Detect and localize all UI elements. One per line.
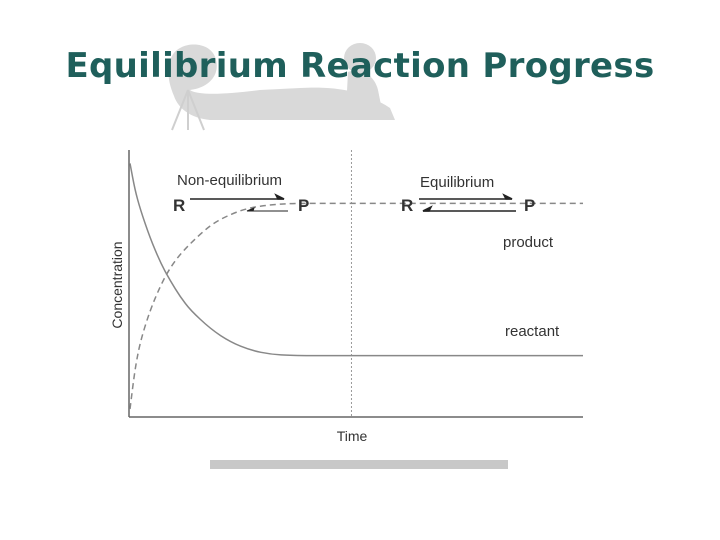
annotation-non-equilibrium: Non-equilibrium	[177, 172, 282, 189]
scrollbar-thumb[interactable]	[210, 460, 508, 469]
arrow-forward-long-icon	[190, 193, 285, 200]
background-decoration-icon	[168, 43, 395, 131]
annotation-equilibrium: Equilibrium	[420, 174, 494, 191]
series-label-product: product	[503, 234, 554, 251]
annotation-non-equilibrium-p: P	[298, 196, 309, 215]
arrow-backward-icon	[422, 205, 516, 212]
series-line-reactant	[129, 163, 583, 357]
annotation-equilibrium-r: R	[401, 196, 413, 215]
series-line-product	[129, 202, 583, 410]
annotation-equilibrium-p: P	[524, 196, 535, 215]
arrow-backward-short-icon	[246, 207, 288, 212]
annotation-non-equilibrium-r: R	[173, 196, 185, 215]
arrow-forward-icon	[419, 193, 513, 200]
x-axis-label: Time	[337, 428, 368, 444]
slide-title: Equilibrium Reaction Progress	[65, 46, 655, 86]
series-label-reactant: reactant	[505, 323, 560, 340]
y-axis-label: Concentration	[109, 241, 125, 328]
